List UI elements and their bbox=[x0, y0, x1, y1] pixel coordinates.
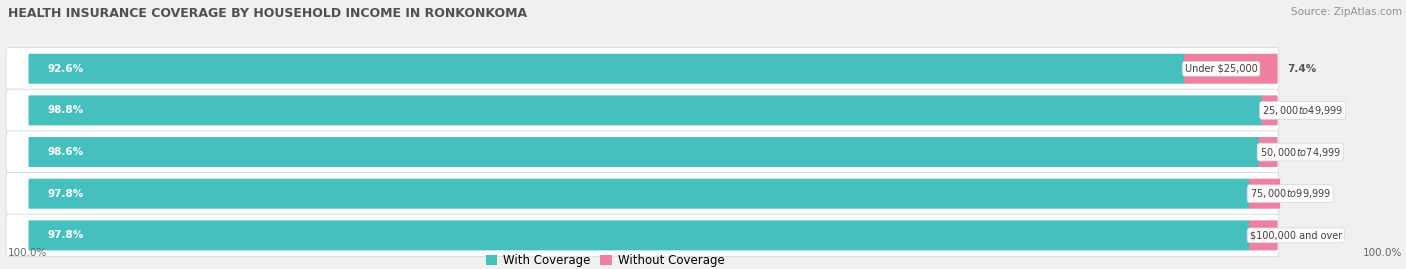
Text: 1.4%: 1.4% bbox=[1286, 147, 1316, 157]
Text: $75,000 to $99,999: $75,000 to $99,999 bbox=[1250, 187, 1331, 200]
FancyBboxPatch shape bbox=[1184, 54, 1278, 84]
Text: 1.2%: 1.2% bbox=[1286, 105, 1316, 115]
FancyBboxPatch shape bbox=[6, 214, 1279, 257]
Text: $25,000 to $49,999: $25,000 to $49,999 bbox=[1263, 104, 1343, 117]
Legend: With Coverage, Without Coverage: With Coverage, Without Coverage bbox=[485, 254, 724, 267]
FancyBboxPatch shape bbox=[6, 131, 1279, 173]
FancyBboxPatch shape bbox=[28, 137, 1260, 167]
Text: Source: ZipAtlas.com: Source: ZipAtlas.com bbox=[1291, 7, 1402, 17]
Text: 98.6%: 98.6% bbox=[48, 147, 84, 157]
Text: HEALTH INSURANCE COVERAGE BY HOUSEHOLD INCOME IN RONKONKOMA: HEALTH INSURANCE COVERAGE BY HOUSEHOLD I… bbox=[8, 7, 527, 20]
Text: 97.8%: 97.8% bbox=[48, 189, 84, 199]
Text: 2.4%: 2.4% bbox=[1289, 189, 1319, 199]
FancyBboxPatch shape bbox=[1249, 179, 1279, 209]
FancyBboxPatch shape bbox=[1249, 220, 1278, 250]
FancyBboxPatch shape bbox=[28, 220, 1250, 250]
FancyBboxPatch shape bbox=[6, 172, 1279, 215]
Text: 97.8%: 97.8% bbox=[48, 230, 84, 240]
FancyBboxPatch shape bbox=[28, 54, 1185, 84]
Text: Under $25,000: Under $25,000 bbox=[1185, 64, 1257, 74]
Text: $100,000 and over: $100,000 and over bbox=[1250, 230, 1341, 240]
FancyBboxPatch shape bbox=[28, 95, 1263, 125]
Text: 2.2%: 2.2% bbox=[1286, 230, 1316, 240]
Text: $50,000 to $74,999: $50,000 to $74,999 bbox=[1260, 146, 1341, 158]
Text: 7.4%: 7.4% bbox=[1286, 64, 1316, 74]
FancyBboxPatch shape bbox=[6, 48, 1279, 90]
Text: 92.6%: 92.6% bbox=[48, 64, 84, 74]
FancyBboxPatch shape bbox=[1258, 137, 1278, 167]
Text: 100.0%: 100.0% bbox=[8, 248, 48, 258]
FancyBboxPatch shape bbox=[6, 89, 1279, 132]
Text: 98.8%: 98.8% bbox=[48, 105, 84, 115]
Text: 100.0%: 100.0% bbox=[1362, 248, 1402, 258]
FancyBboxPatch shape bbox=[1261, 95, 1278, 125]
FancyBboxPatch shape bbox=[28, 179, 1250, 209]
